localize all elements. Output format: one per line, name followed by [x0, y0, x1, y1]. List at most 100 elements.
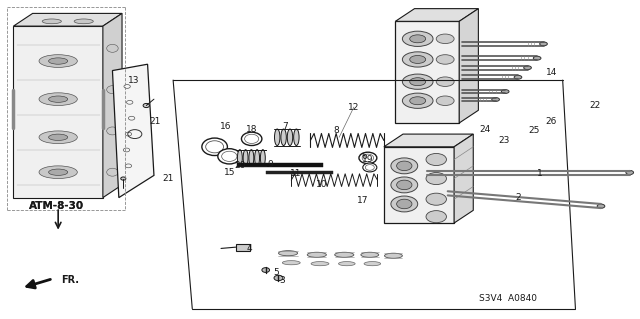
Ellipse shape: [410, 35, 426, 43]
Ellipse shape: [107, 44, 118, 52]
Bar: [236, 244, 250, 251]
Ellipse shape: [39, 166, 77, 179]
Ellipse shape: [260, 150, 266, 166]
Ellipse shape: [410, 97, 426, 105]
Ellipse shape: [39, 131, 77, 144]
Ellipse shape: [49, 169, 68, 175]
Ellipse shape: [514, 75, 522, 79]
Ellipse shape: [403, 74, 433, 89]
Ellipse shape: [42, 19, 61, 24]
Ellipse shape: [626, 170, 634, 174]
Ellipse shape: [274, 275, 283, 281]
Ellipse shape: [426, 153, 447, 166]
Ellipse shape: [107, 86, 118, 93]
Ellipse shape: [540, 42, 547, 46]
Text: 14: 14: [545, 68, 557, 77]
Ellipse shape: [307, 252, 326, 257]
Polygon shape: [13, 13, 122, 26]
Text: 11: 11: [290, 169, 301, 178]
Text: 7: 7: [282, 122, 288, 131]
Text: 9: 9: [268, 160, 273, 169]
Ellipse shape: [597, 204, 605, 208]
Ellipse shape: [436, 34, 454, 44]
Ellipse shape: [403, 31, 433, 47]
Text: 20: 20: [234, 161, 246, 170]
Ellipse shape: [107, 127, 118, 135]
Ellipse shape: [501, 90, 509, 93]
Ellipse shape: [202, 138, 227, 156]
Ellipse shape: [363, 163, 377, 172]
Bar: [237, 163, 323, 167]
Ellipse shape: [364, 262, 381, 266]
Ellipse shape: [143, 103, 150, 108]
Polygon shape: [454, 134, 473, 223]
Polygon shape: [13, 26, 103, 197]
Polygon shape: [396, 21, 460, 123]
Text: 16: 16: [220, 122, 231, 131]
Text: S3V4  A0840: S3V4 A0840: [479, 294, 538, 303]
Ellipse shape: [243, 150, 248, 166]
Ellipse shape: [403, 52, 433, 67]
Polygon shape: [384, 147, 454, 223]
Polygon shape: [396, 9, 478, 21]
Ellipse shape: [249, 150, 254, 166]
Ellipse shape: [255, 150, 260, 166]
Text: 3: 3: [279, 276, 285, 285]
Ellipse shape: [426, 211, 447, 223]
Text: 5: 5: [274, 268, 280, 277]
Ellipse shape: [221, 151, 237, 161]
Ellipse shape: [426, 173, 447, 185]
Ellipse shape: [492, 98, 499, 101]
Ellipse shape: [49, 134, 68, 140]
Ellipse shape: [121, 177, 126, 180]
Ellipse shape: [244, 134, 259, 144]
Polygon shape: [384, 134, 473, 147]
Ellipse shape: [339, 262, 355, 266]
Ellipse shape: [397, 161, 412, 171]
Text: FR.: FR.: [61, 275, 79, 285]
Text: 21: 21: [163, 174, 173, 183]
Ellipse shape: [39, 93, 77, 106]
Text: 21: 21: [150, 117, 161, 126]
Ellipse shape: [107, 168, 118, 176]
Ellipse shape: [391, 177, 418, 193]
Ellipse shape: [361, 252, 379, 257]
Ellipse shape: [39, 55, 77, 67]
Ellipse shape: [237, 150, 243, 166]
Text: 22: 22: [589, 101, 600, 110]
Text: 23: 23: [498, 136, 509, 145]
Ellipse shape: [287, 129, 292, 145]
Ellipse shape: [403, 93, 433, 108]
Ellipse shape: [281, 129, 286, 145]
Ellipse shape: [410, 78, 426, 86]
Ellipse shape: [262, 268, 269, 272]
Text: 19: 19: [362, 155, 374, 164]
Ellipse shape: [49, 58, 68, 64]
Ellipse shape: [294, 129, 299, 145]
Text: 12: 12: [348, 103, 360, 112]
Ellipse shape: [49, 96, 68, 102]
Text: 17: 17: [357, 196, 369, 205]
Ellipse shape: [426, 193, 447, 205]
Ellipse shape: [365, 165, 374, 170]
Ellipse shape: [436, 55, 454, 64]
Ellipse shape: [524, 66, 531, 70]
Ellipse shape: [410, 56, 426, 63]
Text: 2: 2: [515, 193, 521, 202]
Ellipse shape: [278, 251, 298, 256]
Text: 13: 13: [128, 76, 140, 85]
Text: 15: 15: [223, 168, 235, 177]
Text: ATM-8-30: ATM-8-30: [29, 201, 84, 211]
Ellipse shape: [362, 154, 374, 162]
Text: 8: 8: [333, 126, 339, 135]
Ellipse shape: [397, 180, 412, 190]
Ellipse shape: [436, 96, 454, 106]
Polygon shape: [460, 9, 478, 123]
Ellipse shape: [385, 253, 403, 258]
Ellipse shape: [241, 132, 262, 145]
Ellipse shape: [391, 158, 418, 174]
Text: 18: 18: [246, 125, 257, 134]
Text: 10: 10: [316, 181, 327, 189]
Text: 24: 24: [479, 125, 490, 134]
Text: 1: 1: [538, 169, 543, 178]
